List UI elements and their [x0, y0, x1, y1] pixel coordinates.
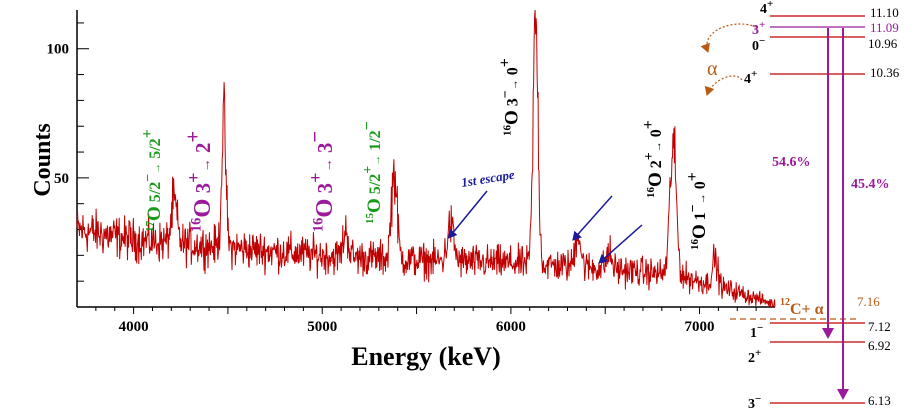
peak-labels: 17O 5/2−→ 5/2+ 16O 3+→ 2+ 16O 3+→ 3− 15O 5/… [139, 58, 710, 250]
level-energy-l1096: 10.96 [868, 36, 898, 51]
y-axis-ticks: 50 100 [47, 22, 89, 282]
peak-label-o17: 17O 5/2−→ 5/2+ [139, 129, 165, 232]
level-spin-l1110: 4+ [760, 0, 773, 17]
y-tick-label: 100 [47, 42, 70, 58]
level-scheme: 11.10 4+ 11.09 3+ 10.96 0− 10.36 4+ 7.16 7.12 1− 6.… [700, 0, 900, 409]
y-tick-label: 50 [54, 171, 69, 187]
escape-arrow [447, 190, 488, 239]
level-spin-l1109: 3+ [752, 19, 765, 38]
peak-label-o16-30: 16O 3−→ 0+ [497, 58, 523, 136]
alpha-symbol: α [707, 58, 718, 80]
peak-label-o16-10: 16O 1−→ 0+ [684, 172, 710, 250]
escape-arrows [447, 190, 643, 264]
level-energy-l1109: 11.09 [870, 20, 899, 35]
alpha-arrow-upper [700, 23, 757, 53]
x-tick-label: 6000 [496, 319, 526, 335]
escape-arrow [572, 195, 613, 241]
y-axis-title: Counts [30, 123, 56, 196]
level-spin-l613: 3− [748, 393, 761, 409]
escape-label: 1st escape [460, 167, 516, 190]
spectrum-line [76, 9, 776, 308]
level-spin-l692: 2+ [748, 347, 761, 366]
peak-label-o16-33: 16O 3+→ 3− [303, 131, 337, 232]
level-spin-l1096: 0− [752, 35, 765, 54]
plot-axes: 4000 5000 6000 7000 50 100 [47, 10, 775, 335]
peak-label-o15: 15O 5/2+→ 1/2− [359, 121, 385, 224]
level-energy-l716: 7.16 [857, 294, 880, 309]
branch-left: 54.6% [772, 155, 811, 170]
x-axis-title: Energy (keV) [351, 342, 500, 371]
peak-label-o16-20: 16O 2+→ 0+ [640, 120, 666, 198]
x-tick-label: 5000 [307, 319, 337, 335]
level-spin-l1036: 4+ [744, 68, 757, 87]
branch-right: 45.4% [851, 177, 890, 192]
level-energy-l1036: 10.36 [870, 65, 900, 80]
alpha-arrow-lower [704, 75, 743, 96]
x-tick-label: 4000 [119, 319, 149, 335]
level-energy-l1110: 11.10 [870, 5, 899, 20]
x-tick-label: 7000 [685, 319, 715, 335]
x-axis-ticks: 4000 5000 6000 7000 [95, 307, 757, 335]
level-energy-l692: 6.92 [868, 338, 891, 353]
level-spin-l712: 1− [750, 322, 763, 341]
threshold-label: 12C+ α [780, 297, 824, 318]
peak-label-o16-32: 16O 3+→ 2+ [181, 131, 215, 232]
escape-arrow [598, 224, 643, 264]
level-energy-l712: 7.12 [868, 319, 891, 334]
level-energy-l613: 6.13 [868, 393, 891, 408]
